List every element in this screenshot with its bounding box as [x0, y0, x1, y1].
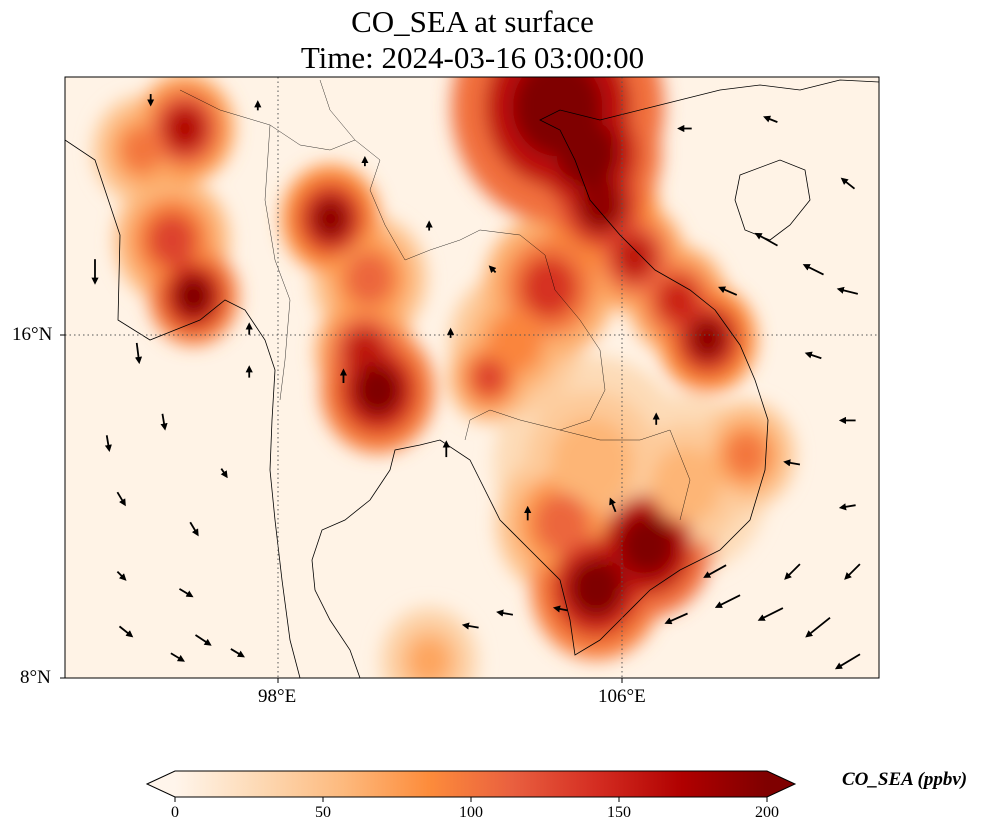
- y-tick-label: 16°N: [12, 324, 53, 345]
- co-hotspot: [686, 316, 729, 362]
- co-hotspot: [121, 127, 163, 173]
- wind-arrow: [844, 563, 861, 580]
- y-tick-label: 8°N: [20, 667, 51, 688]
- wind-arrow: [134, 342, 143, 365]
- wind-arrow: [194, 634, 212, 646]
- wind-arrow: [804, 351, 822, 360]
- wind-arrow: [118, 625, 134, 638]
- co-hotspot: [148, 213, 197, 267]
- co-hotspot: [164, 105, 206, 152]
- co-hotspot: [534, 493, 590, 554]
- wind-arrow: [178, 588, 194, 598]
- wind-arrow: [116, 491, 126, 507]
- co-hotspot: [620, 514, 676, 576]
- map-frame: [64, 76, 880, 679]
- co-hotspot: [345, 252, 394, 306]
- wind-arrow: [461, 622, 479, 630]
- wind-arrow: [552, 605, 568, 613]
- country-borders: [179, 79, 691, 521]
- wind-arrow: [170, 652, 185, 662]
- co-hotspot: [487, 312, 543, 374]
- wind-arrow: [838, 503, 856, 511]
- wind-arrow: [757, 607, 784, 621]
- wind-arrow: [189, 521, 199, 537]
- colorbar-label: CO_SEA (ppbv): [842, 769, 968, 790]
- co-hotspot: [471, 358, 507, 397]
- wind-arrow: [116, 571, 127, 581]
- co-hotspot: [576, 179, 625, 233]
- wind-arrow: [230, 648, 245, 658]
- wind-arrow: [783, 459, 801, 467]
- x-tick-label: 98°E: [258, 686, 297, 707]
- wind-arrow: [488, 265, 497, 274]
- co-hotspot: [174, 275, 213, 317]
- wind-arrow: [805, 616, 831, 638]
- co-hotspot: [651, 446, 721, 523]
- co-concentration-field: [93, 77, 796, 678]
- wind-arrow: [718, 286, 738, 296]
- colorbar-tick-label: 150: [607, 804, 631, 821]
- co-hotspot: [568, 557, 624, 619]
- wind-arrow: [220, 468, 228, 479]
- co-hotspot: [512, 77, 603, 157]
- wind-arrow: [836, 286, 859, 295]
- wind-arrow: [496, 609, 514, 617]
- co-hotspot: [521, 257, 577, 318]
- wind-arrow: [834, 653, 861, 670]
- co-hotspot: [550, 417, 634, 509]
- gridlines: [65, 77, 879, 678]
- colorbar: [145, 770, 797, 802]
- co-hotspot: [408, 638, 450, 678]
- wind-arrow: [714, 594, 741, 608]
- co-hotspot: [353, 363, 402, 417]
- colorbar-tick-label: 0: [171, 804, 179, 821]
- wind-arrow: [784, 563, 801, 580]
- co-hotspot: [344, 329, 386, 375]
- chart-subtitle: Time: 2024-03-16 03:00:00: [300, 40, 645, 75]
- colorbar-tick-label: 200: [755, 804, 779, 821]
- wind-arrow: [840, 177, 856, 190]
- wind-arrow: [104, 435, 112, 453]
- wind-arrow: [763, 115, 778, 123]
- x-tick-label: 106°E: [598, 686, 646, 707]
- co-hotspot: [657, 277, 699, 323]
- co-hotspot: [309, 195, 352, 242]
- wind-arrow: [609, 497, 617, 513]
- coastlines: [65, 79, 879, 678]
- wind-arrow: [802, 264, 824, 276]
- chart-title: CO_SEA at surface: [351, 4, 594, 39]
- wind-arrow: [703, 564, 727, 578]
- colorbar-tick-label: 50: [315, 804, 331, 821]
- axis-ticks: [60, 334, 623, 683]
- wind-arrow: [160, 413, 168, 431]
- wind-arrow: [754, 232, 778, 247]
- wind-vectors: [91, 94, 861, 670]
- co-hotspot: [614, 234, 656, 281]
- colorbar-tick-label: 100: [459, 804, 483, 821]
- wind-arrow: [664, 612, 688, 625]
- co-hotspot: [725, 432, 767, 478]
